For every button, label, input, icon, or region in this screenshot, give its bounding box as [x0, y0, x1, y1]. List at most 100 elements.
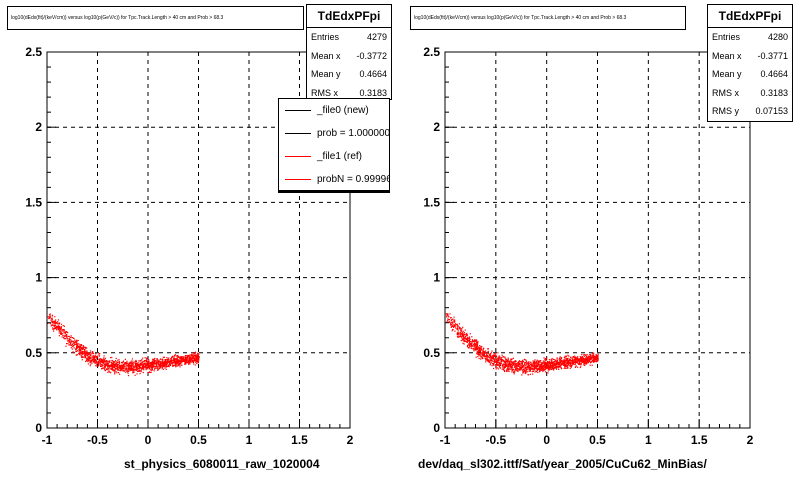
scatter-point: [501, 357, 503, 359]
scatter-point: [79, 350, 82, 352]
scatter-point: [153, 370, 155, 372]
scatter-point: [108, 371, 110, 373]
scatter-point: [576, 361, 578, 363]
scatter-point: [457, 333, 459, 335]
scatter-point: [130, 364, 132, 367]
scatter-point: [523, 364, 525, 367]
scatter-point: [521, 374, 523, 376]
scatter-point: [161, 362, 163, 364]
scatter-point: [522, 359, 524, 361]
scatter-point: [166, 357, 168, 359]
scatter-point: [107, 363, 110, 365]
scatter-point: [111, 356, 113, 359]
scatter-point: [158, 365, 160, 367]
scatter-point: [487, 348, 489, 350]
scatter-point: [78, 343, 80, 345]
scatter-point: [78, 353, 81, 356]
scatter-point: [575, 358, 577, 360]
scatter-point: [551, 363, 553, 365]
scatter-point: [107, 366, 109, 368]
scatter-point: [58, 330, 60, 332]
scatter-point: [501, 362, 503, 364]
scatter-point: [160, 366, 162, 368]
scatter-point: [70, 347, 72, 349]
scatter-point: [101, 361, 103, 363]
right-x-axis-label: dev/daq_sl302.ittf/Sat/year_2005/CuCu62_…: [418, 457, 707, 471]
scatter-point: [128, 362, 130, 364]
scatter-point: [89, 360, 91, 362]
scatter-point: [472, 340, 474, 342]
scatter-point: [196, 362, 198, 365]
scatter-point: [145, 366, 147, 368]
scatter-point: [580, 357, 582, 359]
legend-swatch: [285, 110, 311, 111]
scatter-point: [166, 361, 168, 363]
scatter-point: [161, 368, 163, 370]
scatter-point: [580, 358, 582, 360]
scatter-point: [129, 361, 132, 363]
scatter-point: [479, 353, 481, 355]
scatter-point: [139, 360, 141, 362]
scatter-point: [53, 328, 55, 330]
scatter-point: [486, 357, 488, 359]
scatter-point: [125, 363, 127, 365]
scatter-point: [517, 370, 519, 372]
scatter-point: [496, 367, 498, 369]
scatter-point: [479, 350, 481, 352]
scatter-point: [459, 327, 461, 329]
scatter-point: [534, 359, 536, 361]
scatter-point: [466, 334, 469, 336]
scatter-point: [177, 356, 179, 358]
scatter-point: [77, 345, 79, 348]
scatter-point: [544, 361, 546, 364]
scatter-point: [51, 322, 53, 324]
scatter-point: [145, 365, 147, 367]
scatter-point: [549, 366, 551, 368]
scatter-point: [514, 370, 516, 372]
scatter-point: [159, 365, 161, 367]
scatter-point: [460, 335, 462, 338]
scatter-point: [473, 347, 475, 349]
scatter-point: [559, 359, 561, 361]
scatter-point: [76, 344, 78, 346]
scatter-point: [123, 364, 125, 366]
scatter-point: [132, 371, 134, 373]
scatter-point: [515, 366, 517, 368]
scatter-point: [167, 359, 169, 361]
scatter-point: [505, 363, 507, 365]
scatter-point: [96, 361, 98, 363]
scatter-point: [495, 358, 497, 360]
scatter-point: [59, 326, 61, 328]
scatter-point: [167, 359, 170, 361]
scatter-point: [465, 338, 467, 340]
scatter-point: [76, 347, 78, 349]
scatter-point: [539, 369, 541, 371]
scatter-point: [501, 368, 503, 370]
scatter-point: [169, 364, 171, 366]
scatter-point: [526, 367, 528, 369]
left-stats-row: Entries 4279: [307, 28, 391, 47]
scatter-point: [475, 356, 477, 358]
scatter-point: [503, 369, 505, 371]
scatter-point: [564, 358, 566, 360]
scatter-point: [456, 328, 458, 330]
scatter-point: [580, 365, 582, 367]
scatter-point: [51, 318, 53, 320]
scatter-point: [576, 360, 578, 362]
scatter-point: [145, 360, 147, 362]
scatter-point: [569, 359, 571, 361]
scatter-point: [141, 361, 143, 363]
scatter-point: [131, 368, 133, 370]
scatter-point: [104, 364, 107, 366]
scatter-point: [145, 363, 147, 365]
scatter-point: [78, 347, 81, 349]
scatter-point: [529, 369, 531, 371]
scatter-point: [541, 367, 543, 369]
scatter-point: [487, 355, 489, 357]
scatter-point: [486, 354, 488, 356]
scatter-point: [449, 313, 451, 315]
scatter-point: [575, 366, 577, 368]
scatter-point: [122, 361, 124, 363]
scatter-point: [169, 363, 171, 365]
scatter-point: [498, 363, 500, 365]
